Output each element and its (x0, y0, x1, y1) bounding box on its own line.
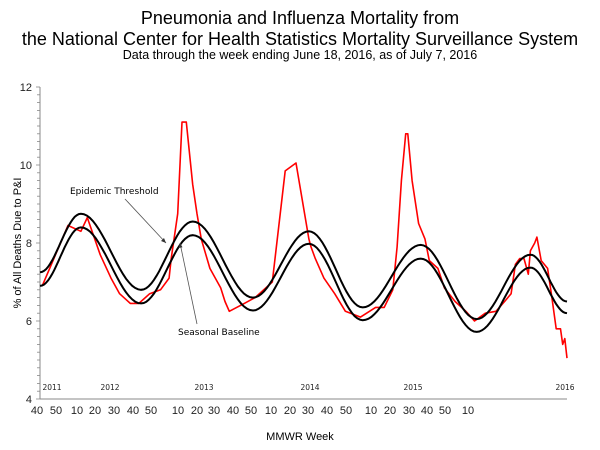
arrowhead-icon (178, 243, 183, 248)
year-label: 2014 (300, 383, 319, 392)
seasonal-baseline-label: Seasonal Baseline (178, 328, 260, 338)
y-tick-label: 12 (20, 82, 32, 94)
x-tick-label: 10 (172, 405, 184, 417)
x-tick-label: 30 (403, 405, 415, 417)
x-tick-label: 20 (284, 405, 296, 417)
annotations: Epidemic Threshold Seasonal Baseline (70, 187, 260, 338)
year-label: 2013 (194, 383, 213, 392)
x-tick-label: 50 (340, 405, 352, 417)
x-tick-label: 50 (145, 405, 157, 417)
x-tick-label: 40 (321, 405, 333, 417)
y-tick-label: 4 (26, 394, 32, 406)
x-axis-label: MMWR Week (266, 431, 334, 443)
x-tick-label: 20 (191, 405, 203, 417)
y-tick-label: 10 (20, 160, 32, 172)
x-tick-label: 20 (89, 405, 101, 417)
chart-subtitle: Data through the week ending June 18, 20… (122, 48, 478, 62)
y-tick-label: 8 (26, 238, 32, 250)
year-label: 2011 (42, 383, 61, 392)
x-tick-label: 30 (208, 405, 220, 417)
x-tick-label: 40 (31, 405, 43, 417)
observed-series-line (41, 121, 568, 359)
x-tick-label: 10 (462, 405, 474, 417)
axes: 4 6 8 10 12 40 50 10 20 30 40 50 10 20 30 40 50 10 20 30 40 5… (20, 82, 575, 417)
epidemic-threshold-label: Epidemic Threshold (70, 187, 159, 197)
threshold-series-line (39, 212, 568, 321)
chart-title-line2: the National Center for Health Statistic… (21, 29, 579, 49)
year-label: 2016 (555, 383, 574, 392)
y-axis-label: % of All Deaths Due to P&I (12, 178, 24, 309)
x-tick-label: 40 (227, 405, 239, 417)
chart-title: Pneumonia and Influenza Mortality from (140, 8, 460, 28)
baseline-series-line (39, 226, 568, 333)
x-tick-label: 50 (439, 405, 451, 417)
x-tick-label: 40 (421, 405, 433, 417)
x-tick-label: 50 (50, 405, 62, 417)
x-tick-label: 10 (365, 405, 377, 417)
seasonal-baseline-arrow (179, 242, 198, 325)
x-tick-label: 10 (265, 405, 277, 417)
x-tick-label: 10 (71, 405, 83, 417)
series-lines (39, 121, 568, 359)
x-tick-label: 50 (245, 405, 257, 417)
year-label: 2012 (100, 383, 119, 392)
x-tick-label: 40 (127, 405, 139, 417)
year-label: 2015 (403, 383, 422, 392)
x-tick-label: 30 (108, 405, 120, 417)
x-tick-label: 20 (384, 405, 396, 417)
arrowhead-icon (161, 238, 166, 243)
x-tick-label: 30 (302, 405, 314, 417)
y-tick-label: 6 (26, 316, 32, 328)
epidemic-threshold-arrow (124, 198, 167, 244)
